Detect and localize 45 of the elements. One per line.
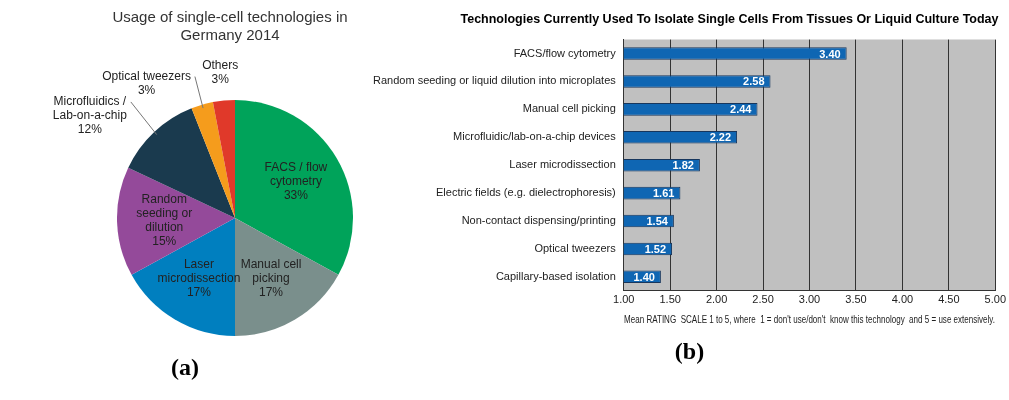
x-tick-label: 2.00 bbox=[705, 293, 728, 306]
x-tick-label: 1.00 bbox=[613, 293, 635, 306]
data-label: 1.54 bbox=[646, 215, 669, 228]
y-tick-label: Capillary-based isolation bbox=[495, 269, 616, 282]
data-label: 17% bbox=[259, 285, 284, 300]
y-tick-label: Optical tweezers bbox=[534, 241, 617, 254]
x-tick-label: 3.50 bbox=[845, 293, 867, 306]
slice-label: Random seeding or dilution bbox=[136, 191, 193, 234]
data-label: 1.52 bbox=[644, 242, 667, 255]
data-label: 15% bbox=[152, 233, 177, 248]
data-label: 3% bbox=[137, 82, 156, 97]
y-tick-label: Electric fields (e.g. dielectrophoresis) bbox=[436, 186, 616, 199]
text: (a) bbox=[170, 354, 200, 381]
data-label: 3% bbox=[211, 71, 230, 86]
data-label: 1.40 bbox=[633, 270, 655, 283]
data-label: 33% bbox=[283, 188, 309, 203]
y-tick-label: Laser microdissection bbox=[509, 158, 616, 171]
data-label: 2.58 bbox=[743, 75, 765, 88]
x-tick-label: 5.00 bbox=[984, 293, 1007, 306]
data-label: 1.61 bbox=[652, 187, 675, 200]
slice-label: FACS / flow cytometry bbox=[264, 160, 328, 189]
data-label: 17% bbox=[186, 285, 212, 300]
data-label: 1.82 bbox=[672, 159, 694, 172]
slice-label: Microfluidics / Lab-on-a-chip bbox=[52, 94, 128, 123]
y-tick-label: Random seeding or liquid dilution into microplates bbox=[373, 74, 617, 87]
slice-label: Optical tweezers bbox=[102, 68, 191, 83]
x-tick-label: 4.50 bbox=[938, 293, 960, 306]
y-tick-label: FACS/flow cytometry bbox=[513, 46, 617, 59]
x-tick-label: 1.50 bbox=[659, 293, 681, 306]
y-tick-label: Microfluidic/lab-on-a-chip devices bbox=[453, 130, 617, 143]
data-label: 12% bbox=[77, 122, 103, 137]
x-tick-label: 4.00 bbox=[891, 293, 914, 306]
slice-label: Others bbox=[202, 57, 239, 72]
y-tick-label: Manual cell picking bbox=[522, 102, 616, 115]
text: (b) bbox=[673, 338, 706, 365]
data-label: 2.44 bbox=[730, 103, 753, 116]
y-tick-label: Non-contact dispensing/printing bbox=[461, 214, 616, 227]
x-axis-title: Mean RATING SCALE 1 to 5, where 1 = don't use/don't know this technology and 5 = use extensively. bbox=[624, 313, 995, 325]
data-label: 3.40 bbox=[819, 47, 841, 60]
data-label: 2.22 bbox=[709, 131, 732, 144]
x-tick-label: 3.00 bbox=[798, 293, 821, 306]
chart-title: Usage of single-cell technologies in Germany 2014 bbox=[111, 8, 349, 44]
slice-label: Manual cell picking bbox=[240, 257, 302, 286]
x-tick-label: 2.50 bbox=[752, 293, 774, 306]
chart-title: Technologies Currently Used To Isolate Single Cells From Tissues Or Liquid Culture Today bbox=[459, 12, 1000, 28]
